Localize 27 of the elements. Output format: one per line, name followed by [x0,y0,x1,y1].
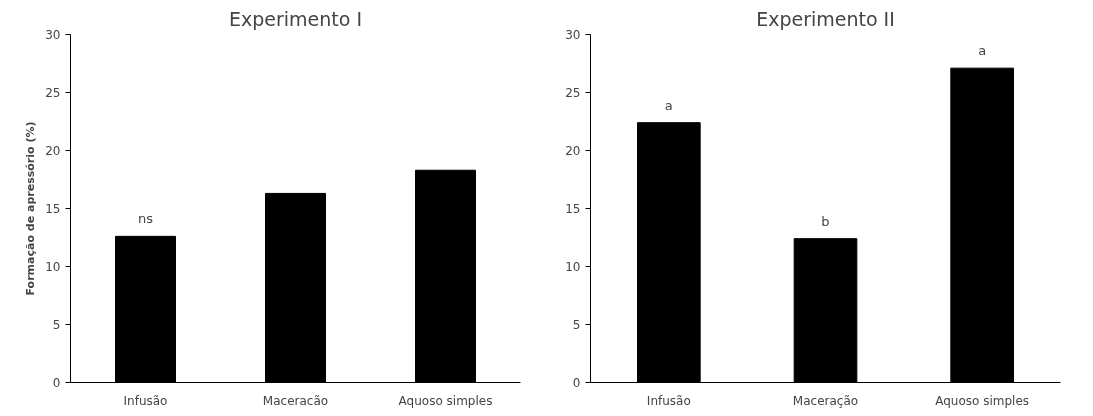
y-tick-label: 30 [565,28,581,42]
y-tick-label: 15 [45,202,61,216]
annotation: a [664,97,673,113]
y-tick-label: 15 [565,202,581,216]
x-tick-label: Aquoso simples [935,393,1030,408]
x-tick-label: Infusão [123,393,168,408]
annotation: a [978,43,987,59]
y-tick-label: 25 [45,86,61,100]
annotation: b [821,213,830,229]
annotation: ns [137,211,154,227]
x-tick-label: Infusão [646,393,691,408]
x-tick-label: Aquoso simples [398,393,493,408]
y-tick-label: 5 [572,318,581,332]
y-tick-label: 0 [572,376,581,390]
chart-title: Experimento I [228,7,363,30]
chart-title: Experimento II [756,7,895,30]
y-tick-label: 0 [52,376,61,390]
y-tick-label: 10 [565,260,581,274]
y-axis-title: Formação de apressório (%) [24,121,38,296]
x-tick-label: Maceracão [262,393,329,408]
y-tick-label: 5 [52,318,61,332]
y-tick-label: 30 [45,28,61,42]
y-tick-label: 10 [45,260,61,274]
y-tick-label: 25 [565,86,581,100]
y-tick-label: 20 [565,144,581,158]
x-tick-label: Maceração [792,393,859,408]
y-tick-label: 20 [45,144,61,158]
